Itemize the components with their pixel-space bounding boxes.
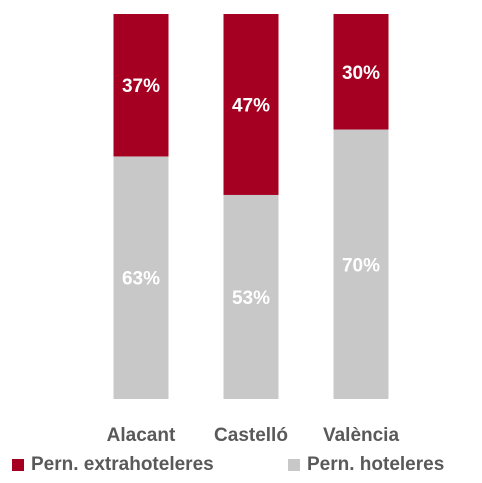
- bar-castello-pern-hoteleres: [223, 194, 279, 399]
- bar-valencia-pern-extrahoteleres: [333, 14, 389, 130]
- bar-castello-pern-extrahoteleres: [223, 14, 279, 195]
- data-label-castello-pern-extrahoteleres: 47%: [232, 95, 270, 116]
- data-label-alacant-pern-extrahoteleres: 37%: [122, 76, 160, 97]
- legend-item-extrahoteleres: Pern. extrahoteleres: [12, 454, 214, 476]
- category-label-alacant: Alacant: [107, 425, 176, 446]
- category-label-castello: Castelló: [214, 425, 288, 446]
- bar-alacant-pern-hoteleres: [113, 156, 169, 399]
- legend: Pern. extrahoteleres Pern. hoteleres: [0, 454, 482, 480]
- legend-label-extrahoteleres: Pern. extrahoteleres: [31, 454, 214, 475]
- legend-item-hoteleres: Pern. hoteleres: [288, 454, 444, 476]
- category-label-valencia: València: [323, 425, 399, 446]
- bar-alacant-pern-extrahoteleres: [113, 14, 169, 157]
- legend-label-hoteleres: Pern. hoteleres: [307, 454, 445, 475]
- data-label-valencia-pern-hoteleres: 70%: [342, 255, 380, 276]
- legend-swatch-extrahoteleres: [12, 459, 24, 471]
- data-label-valencia-pern-extrahoteleres: 30%: [342, 63, 380, 84]
- data-label-castello-pern-hoteleres: 53%: [232, 288, 270, 309]
- bar-valencia-pern-hoteleres: [333, 129, 389, 399]
- legend-swatch-hoteleres: [288, 459, 300, 471]
- data-label-alacant-pern-hoteleres: 63%: [122, 269, 160, 290]
